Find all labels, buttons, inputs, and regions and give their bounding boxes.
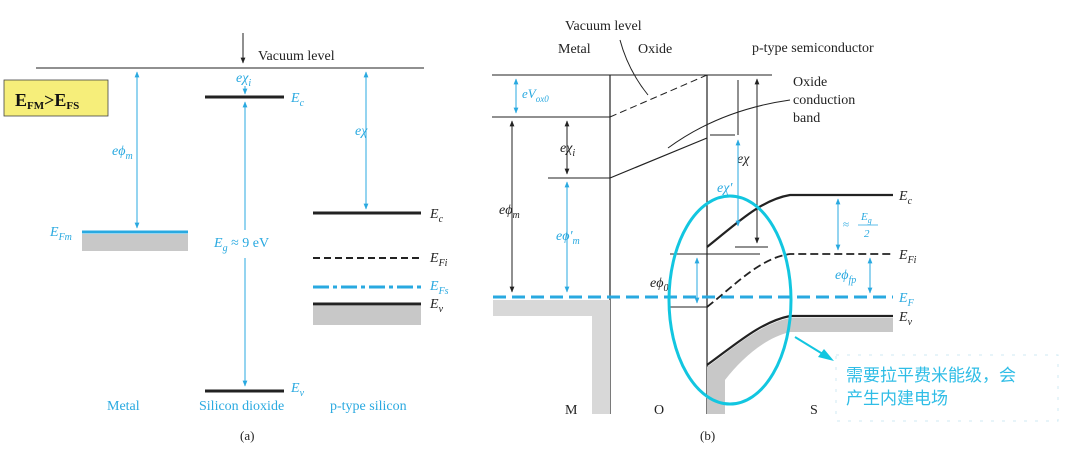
- metal-work-function-label: eϕm: [112, 144, 133, 162]
- vacuum-level-label: Vacuum level: [258, 49, 335, 64]
- si-affinity-label: eχ: [355, 124, 368, 139]
- semiconductor-valence-fill: [707, 318, 893, 414]
- caption-b: (b): [700, 428, 715, 443]
- si-efs-label: EFs: [429, 279, 449, 297]
- oxide-affinity-label-b: eχi: [560, 141, 575, 159]
- oxide-bandgap-label: Eg ≈ 9 eV: [213, 236, 269, 254]
- label-O: O: [654, 403, 664, 418]
- panel-b: Vacuum level Metal Oxide p-type semicond…: [492, 19, 917, 443]
- oxide-vacuum-slope: [609, 74, 708, 118]
- semiconductor-valence-band: [706, 314, 893, 366]
- surface-potential-label: eϕ0: [650, 276, 668, 294]
- metal-filled-band-b: [493, 300, 610, 414]
- label-M: M: [565, 403, 578, 418]
- label-S: S: [810, 403, 818, 418]
- metal-filled-band: [82, 234, 188, 251]
- ec-label-b: Ec: [898, 189, 913, 207]
- metal-region-label: Metal: [558, 42, 591, 57]
- metal-fermi-label: EFm: [49, 225, 72, 243]
- half-gap-denominator: 2: [864, 228, 870, 240]
- si-efi-label: EFi: [429, 251, 448, 269]
- oxide-conduction-band-slope: [609, 137, 708, 179]
- oxide-region-label: Oxide: [638, 42, 672, 57]
- annotation-line-1: 需要拉平费米能级，会: [846, 366, 1016, 386]
- label-silicon-dioxide: Silicon dioxide: [199, 399, 284, 414]
- fermi-comparison-badge: EFM>EFS: [3, 79, 109, 117]
- si-valence-fill: [313, 306, 421, 325]
- semiconductor-affinity-label-b: eχ: [737, 152, 750, 167]
- band-bending-highlight: [667, 194, 793, 406]
- metal-barrier-label: eϕ′m: [556, 229, 580, 247]
- chinese-annotation: 需要拉平费米能级，会 产生内建电场: [835, 354, 1059, 422]
- efi-label-b: EFi: [898, 248, 917, 266]
- annotation-line-2: 产生内建电场: [846, 389, 948, 409]
- annotation-pointer-line: [794, 336, 827, 357]
- ev-label-b: Ev: [898, 310, 913, 328]
- oxide-cb-label-3: band: [793, 111, 820, 126]
- badge-text: EFM>EFS: [15, 90, 79, 112]
- half-gap-approx: ≈: [843, 219, 849, 231]
- eVox0-label: eVox0: [522, 86, 549, 104]
- caption-a: (a): [240, 428, 254, 443]
- badge-background: [3, 79, 109, 117]
- annotation-pointer-head: [818, 349, 834, 361]
- vacuum-level-label-b: Vacuum level: [565, 19, 642, 34]
- semiconductor-region-label: p-type semiconductor: [752, 41, 874, 56]
- oxide-cb-label-2: conduction: [793, 93, 855, 108]
- oxide-ec-label: Ec: [290, 91, 305, 109]
- effective-affinity-label: eχ′: [717, 181, 733, 196]
- semiconductor-conduction-band: [706, 193, 893, 248]
- oxide-cb-leader: [667, 99, 791, 149]
- half-gap-numerator: Eg: [860, 211, 872, 225]
- label-p-type-silicon: p-type silicon: [330, 399, 407, 414]
- vacuum-leader: [619, 39, 649, 96]
- si-ec-label: Ec: [429, 207, 444, 225]
- metal-work-function-label-b: eϕm: [499, 203, 520, 221]
- ef-label: EF: [898, 291, 915, 309]
- label-metal: Metal: [107, 399, 140, 414]
- panel-a: EFM>EFS Vacuum level eϕm EFm eχi Ec Eg ≈…: [3, 33, 449, 443]
- si-ev-label: Ev: [429, 297, 444, 315]
- annotation-box: [835, 354, 1059, 422]
- semiconductor-intrinsic-level: [706, 253, 893, 308]
- oxide-affinity-label: eχi: [236, 71, 251, 89]
- oxide-ev-label: Ev: [290, 381, 305, 399]
- oxide-cb-label-1: Oxide: [793, 75, 827, 90]
- fermi-potential-label: eϕfp: [835, 268, 856, 286]
